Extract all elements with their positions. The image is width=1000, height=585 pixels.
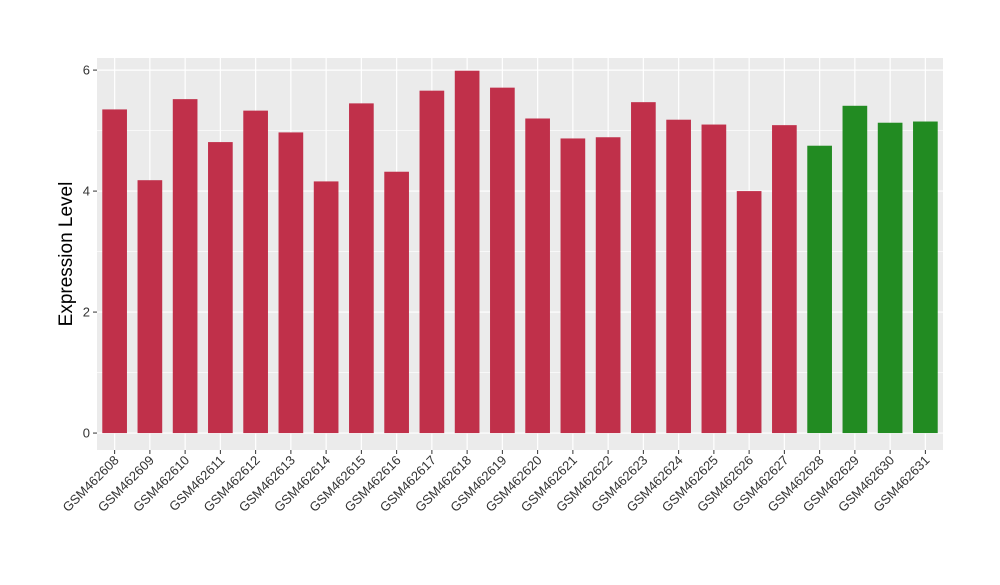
bar-GSM462611 <box>208 142 233 434</box>
bar-GSM462621 <box>560 138 586 434</box>
y-tick-label: 4 <box>83 184 90 199</box>
bar-GSM462631 <box>913 121 938 434</box>
bar-GSM462619 <box>490 87 515 434</box>
bar-GSM462628 <box>807 145 832 434</box>
bar-GSM462616 <box>384 171 409 434</box>
bar-GSM462617 <box>419 90 445 434</box>
bar-GSM462627 <box>772 125 797 434</box>
y-tick-label: 0 <box>83 426 90 441</box>
y-axis: 0 2 4 6 <box>83 63 97 441</box>
y-axis-label: Expression Level <box>56 182 77 327</box>
bar-GSM462629 <box>842 105 868 434</box>
bar-GSM462610 <box>172 99 198 434</box>
y-tick-label: 6 <box>83 63 90 78</box>
bar-GSM462630 <box>877 122 903 434</box>
bar-GSM462615 <box>349 103 374 434</box>
bar-GSM462626 <box>736 191 762 434</box>
bar-GSM462623 <box>631 102 656 434</box>
x-axis: GSM462608GSM462609GSM462610GSM462611GSM4… <box>60 450 932 515</box>
bar-GSM462614 <box>313 181 339 434</box>
bar-GSM462613 <box>278 132 304 434</box>
bar-GSM462624 <box>666 119 691 434</box>
bars <box>102 70 938 434</box>
bar-GSM462622 <box>595 137 621 434</box>
plot-panel <box>97 58 943 450</box>
bar-GSM462618 <box>454 70 480 434</box>
bar-GSM462625 <box>701 124 727 434</box>
y-tick-label: 2 <box>83 305 90 320</box>
bar-GSM462608 <box>102 109 127 434</box>
bar-GSM462609 <box>137 180 163 434</box>
bar-GSM462620 <box>525 118 550 434</box>
bar-GSM462612 <box>243 110 268 434</box>
